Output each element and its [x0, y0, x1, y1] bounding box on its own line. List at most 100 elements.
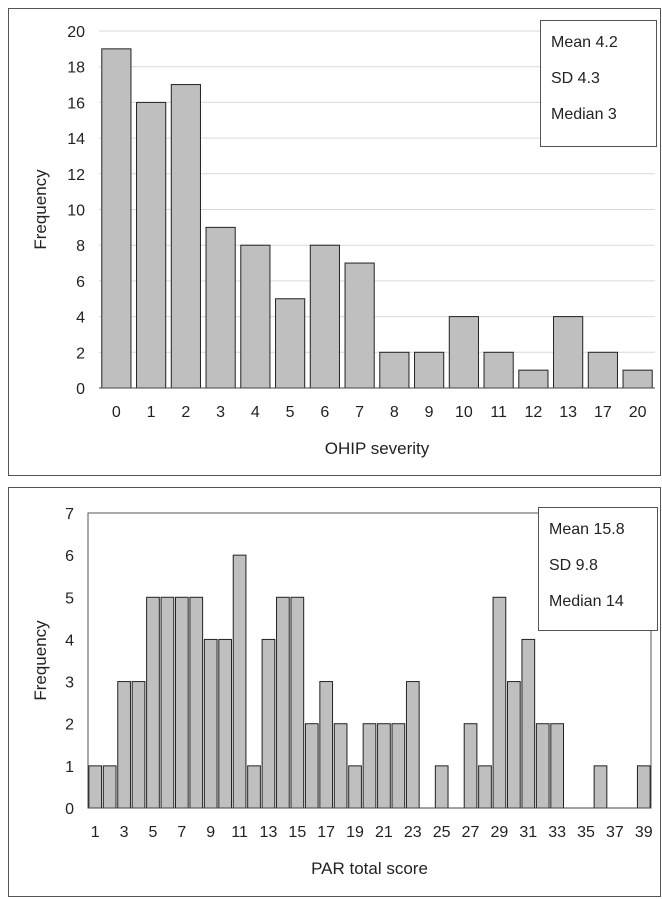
y-tick-label: 16 [67, 95, 85, 112]
bar [88, 765, 103, 809]
par-stats-box: Mean 15.8 SD 9.8 Median 14 [538, 507, 658, 631]
x-tick-label: 3 [120, 824, 129, 841]
x-tick-label: 33 [548, 824, 566, 841]
bar [136, 101, 167, 389]
y-tick-label: 12 [67, 167, 85, 184]
x-tick-label: 31 [519, 824, 537, 841]
x-tick-label: 8 [390, 404, 399, 421]
bar [550, 723, 565, 809]
bar [434, 765, 449, 809]
y-tick-label: 18 [67, 60, 85, 77]
bar [276, 596, 290, 809]
y-tick-label: 6 [65, 548, 74, 565]
bar [377, 723, 391, 809]
y-tick-label: 14 [67, 131, 85, 148]
bar [189, 596, 204, 809]
x-tick-label: 39 [635, 824, 653, 841]
x-tick-label: 15 [288, 824, 306, 841]
bar [174, 596, 189, 809]
bar [290, 596, 305, 809]
ohip-stats-box: Mean 4.2 SD 4.3 Median 3 [540, 20, 657, 147]
bar [203, 638, 218, 809]
stats-sd: SD 9.8 [549, 557, 598, 574]
bar [463, 723, 478, 809]
bar [391, 723, 406, 809]
bar [319, 681, 334, 809]
y-tick-label: 2 [65, 717, 74, 734]
x-tick-label: 25 [433, 824, 451, 841]
bar [362, 723, 377, 809]
bar [344, 262, 375, 389]
bar [636, 765, 651, 809]
x-tick-label: 11 [490, 404, 507, 421]
x-tick-label: 0 [112, 404, 121, 421]
bar [535, 723, 550, 809]
x-axis-title: OHIP severity [325, 439, 430, 458]
bar [232, 554, 247, 809]
bar [240, 244, 271, 389]
x-tick-label: 13 [559, 404, 577, 421]
bar [448, 316, 479, 389]
bar [218, 638, 232, 809]
x-tick-label: 1 [147, 404, 156, 421]
bar [483, 351, 514, 389]
bar [205, 226, 236, 389]
x-tick-label: 23 [404, 824, 422, 841]
bar [333, 723, 348, 809]
bar [160, 596, 175, 809]
x-tick-label: 5 [149, 824, 158, 841]
stats-median: Median 14 [549, 593, 624, 610]
bar [304, 723, 319, 809]
bar [521, 638, 536, 809]
x-tick-label: 29 [491, 824, 509, 841]
x-tick-label: 19 [346, 824, 364, 841]
x-tick-label: 5 [286, 404, 295, 421]
x-tick-label: 13 [260, 824, 278, 841]
y-tick-label: 0 [65, 801, 74, 818]
y-tick-label: 4 [76, 310, 85, 327]
y-tick-label: 20 [67, 24, 85, 41]
bar [170, 84, 201, 389]
bar [492, 596, 507, 809]
x-tick-label: 9 [425, 404, 434, 421]
stats-sd: SD 4.3 [551, 70, 600, 87]
y-tick-label: 7 [65, 506, 74, 523]
x-tick-label: 3 [216, 404, 225, 421]
bar [117, 681, 131, 809]
x-tick-label: 7 [177, 824, 186, 841]
stats-median: Median 3 [551, 106, 617, 123]
y-tick-label: 4 [65, 632, 74, 649]
x-tick-label: 21 [375, 824, 393, 841]
x-tick-label: 6 [320, 404, 329, 421]
y-axis-title: Frequency [31, 169, 50, 250]
x-tick-label: 27 [462, 824, 480, 841]
bar [553, 316, 584, 389]
bar [348, 765, 362, 809]
x-tick-label: 4 [251, 404, 260, 421]
stats-mean: Mean 15.8 [549, 521, 625, 538]
x-tick-label: 7 [355, 404, 364, 421]
x-tick-label: 12 [524, 404, 542, 421]
y-tick-label: 5 [65, 590, 74, 607]
bar [587, 351, 618, 389]
y-tick-label: 0 [76, 381, 85, 398]
x-tick-label: 1 [91, 824, 100, 841]
bar [593, 765, 608, 809]
x-axis-title: PAR total score [311, 859, 428, 878]
x-tick-label: 20 [629, 404, 647, 421]
x-tick-label: 17 [594, 404, 612, 421]
x-tick-label: 35 [577, 824, 595, 841]
bar [309, 244, 340, 389]
x-tick-label: 9 [206, 824, 215, 841]
bar [414, 351, 445, 389]
x-tick-label: 10 [455, 404, 473, 421]
bar [478, 765, 492, 809]
x-tick-label: 11 [231, 824, 248, 841]
x-tick-label: 37 [606, 824, 624, 841]
bar [102, 765, 117, 809]
bar [507, 681, 521, 809]
y-tick-label: 10 [67, 203, 85, 220]
x-tick-label: 17 [317, 824, 335, 841]
x-tick-label: 2 [181, 404, 190, 421]
